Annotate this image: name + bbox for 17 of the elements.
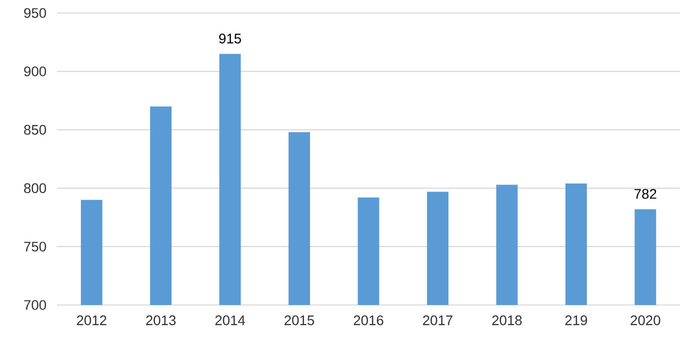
x-tick-label: 2014 xyxy=(215,315,246,326)
y-tick-label: 850 xyxy=(24,124,46,135)
y-tick-label: 800 xyxy=(24,183,46,194)
data-label: 782 xyxy=(634,189,656,199)
x-tick-label: 2017 xyxy=(423,315,452,326)
y-tick-label: 950 xyxy=(24,8,46,18)
x-tick-label: 2020 xyxy=(630,315,660,326)
data-label: 915 xyxy=(219,34,242,44)
y-tick-label: 900 xyxy=(24,66,46,76)
x-tick-label: 2015 xyxy=(284,315,314,326)
y-tick-label: 750 xyxy=(24,242,46,252)
x-tick-label: 2012 xyxy=(76,315,106,326)
x-tick-label: 2018 xyxy=(492,315,522,326)
y-tick-label: 700 xyxy=(24,300,46,310)
x-tick-label: 2013 xyxy=(146,315,176,326)
x-tick-label: 2016 xyxy=(354,315,384,326)
x-tick-label: 219 xyxy=(565,315,588,326)
